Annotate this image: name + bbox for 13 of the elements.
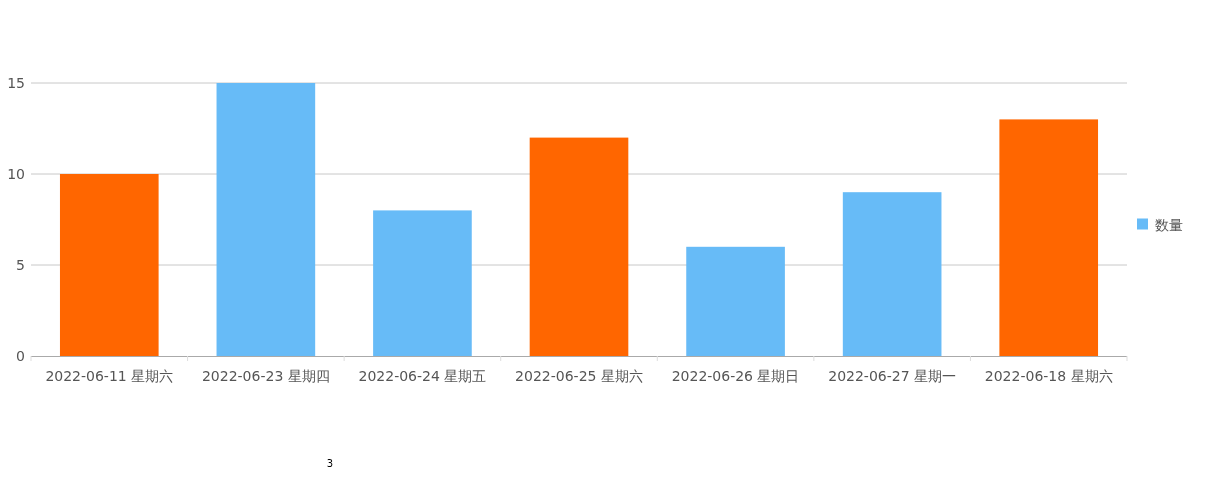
legend-label: 数量 [1155,216,1183,233]
y-tick-label: 0 [16,348,25,364]
x-tick-label: 2022-06-27 星期一 [828,368,957,384]
x-tick-label: 2022-06-18 星期六 [984,368,1113,384]
x-tick-label: 2022-06-26 星期日 [671,368,800,384]
y-tick-label: 15 [7,75,25,91]
y-tick-label: 5 [16,257,25,273]
x-tick-label: 2022-06-24 星期五 [358,368,487,384]
x-tick-label: 2022-06-23 星期四 [201,368,330,384]
text: 3 [326,458,334,469]
y-tick-label: 10 [7,166,25,182]
x-tick-label: 2022-06-11 星期六 [45,368,174,384]
x-tick-label: 2022-06-25 星期六 [515,368,643,384]
